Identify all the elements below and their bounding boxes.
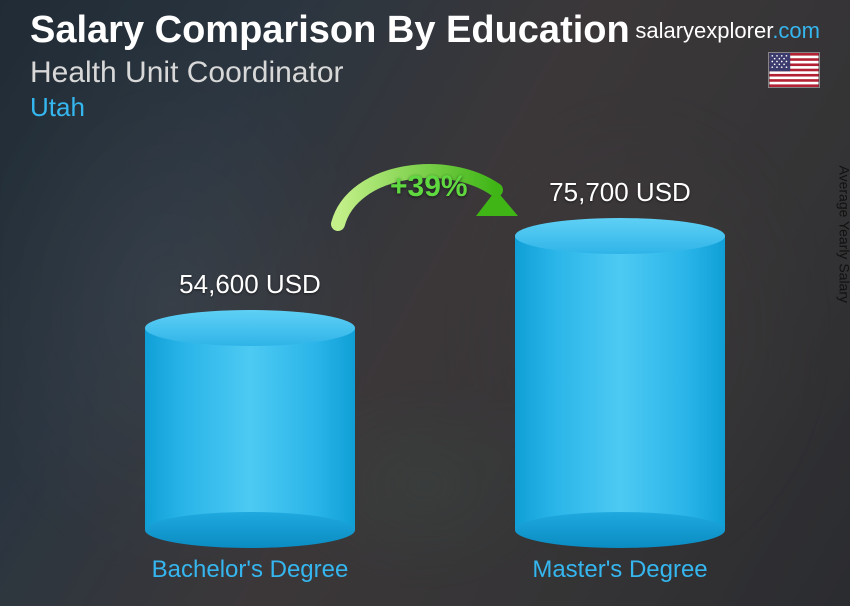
bar-top-ellipse <box>145 310 355 346</box>
bar-cylinder-masters <box>515 218 725 548</box>
bar-group-masters: 75,700 USD Master's Degree <box>490 177 750 584</box>
brand-logo-text: salaryexplorer.com <box>635 18 820 44</box>
chart-title: Salary Comparison By Education <box>30 10 630 52</box>
brand-prefix: salaryexplorer <box>635 18 772 43</box>
chart-area: +39% 54,600 USD Bachelor's Degree 75,700… <box>60 164 790 584</box>
bar-top-ellipse <box>515 218 725 254</box>
bar-label-bachelors: Bachelor's Degree <box>152 556 349 584</box>
bar-cylinder-bachelors <box>145 310 355 548</box>
bar-label-masters: Master's Degree <box>532 556 707 584</box>
brand-suffix: .com <box>772 18 820 43</box>
bar-body <box>515 236 725 530</box>
title-block: Salary Comparison By Education Health Un… <box>30 10 630 123</box>
bar-value-bachelors: 54,600 USD <box>179 269 321 300</box>
bar-bottom-ellipse <box>515 512 725 548</box>
bar-body <box>145 328 355 530</box>
us-flag-icon <box>768 52 820 88</box>
chart-subtitle: Health Unit Coordinator <box>30 56 630 90</box>
y-axis-label: Average Yearly Salary <box>836 166 850 304</box>
delta-percent-badge: +39% <box>390 170 468 204</box>
bar-group-bachelors: 54,600 USD Bachelor's Degree <box>120 269 380 584</box>
bar-value-masters: 75,700 USD <box>549 177 691 208</box>
chart-location: Utah <box>30 92 630 123</box>
content-root: Salary Comparison By Education Health Un… <box>0 0 850 606</box>
bar-bottom-ellipse <box>145 512 355 548</box>
